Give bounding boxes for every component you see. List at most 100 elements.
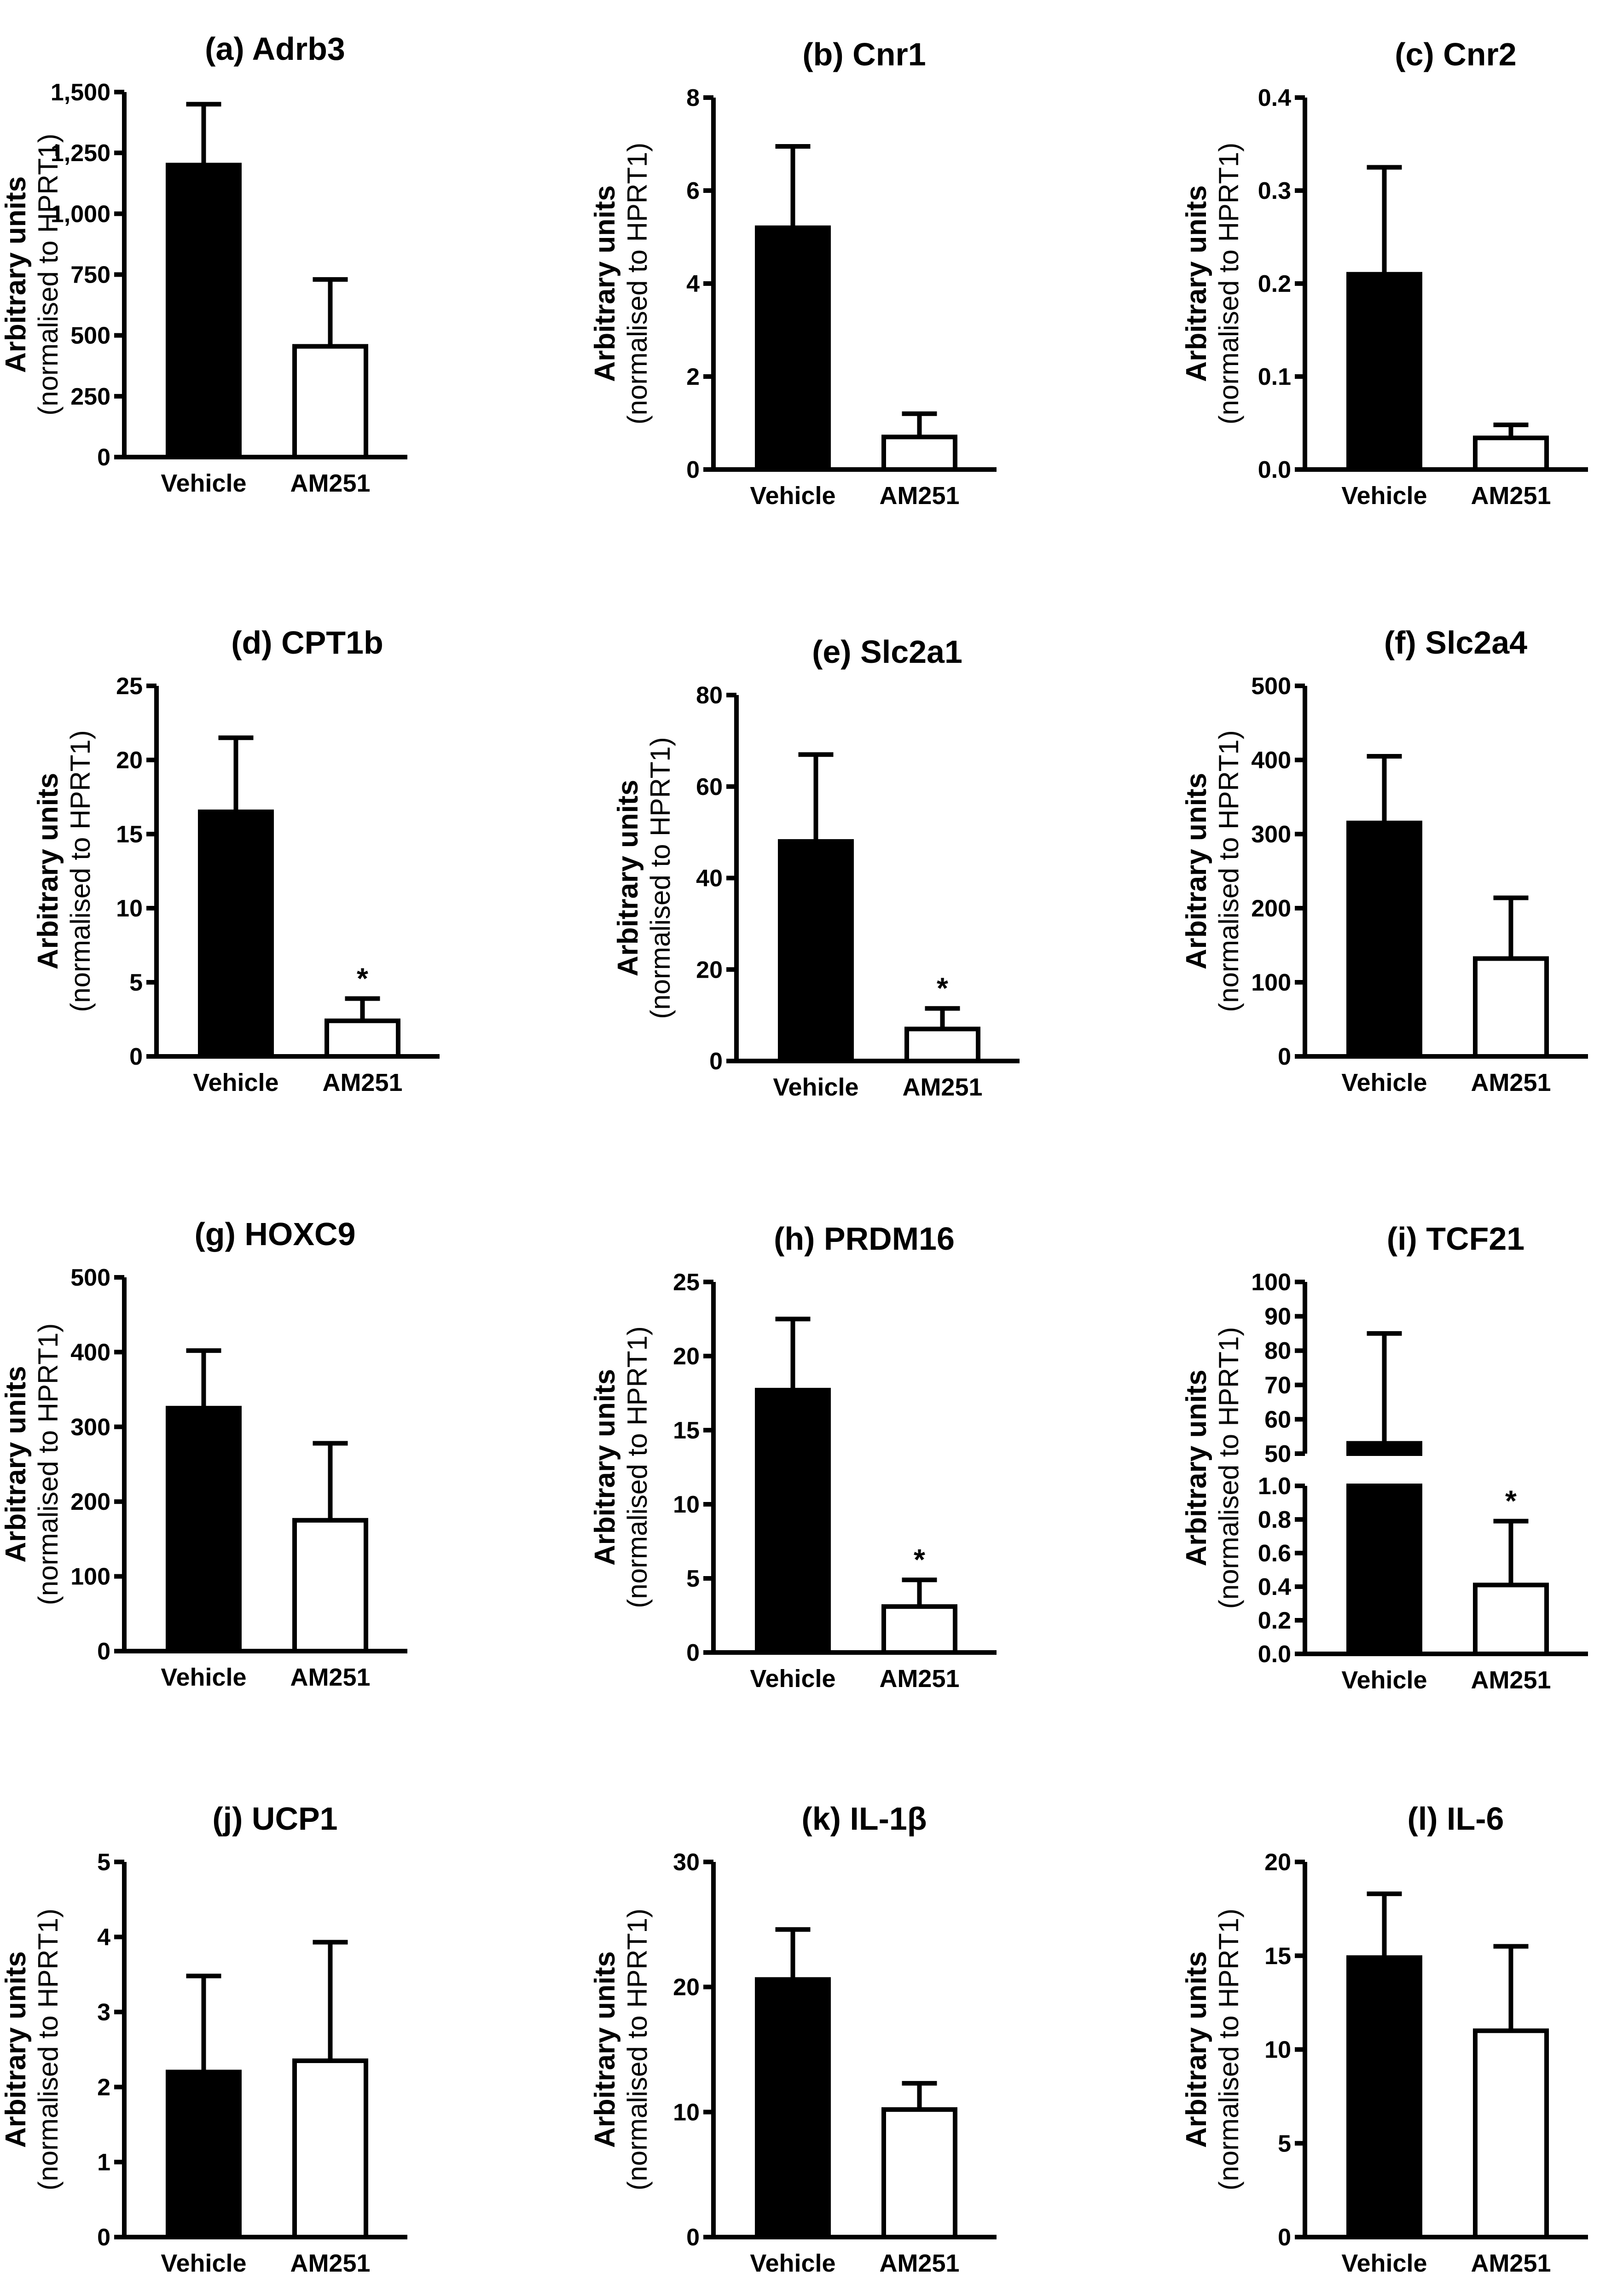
x-label-vehicle: Vehicle	[161, 470, 246, 497]
y-axis-label: Arbitrary units	[1181, 185, 1212, 382]
y-tick-label: 500	[1251, 673, 1291, 700]
y-tick-label: 0	[686, 457, 700, 483]
y-tick-label: 2	[97, 2074, 110, 2101]
y-tick-label: 8	[686, 85, 700, 111]
bar-am251	[881, 1604, 957, 1655]
y-tick-label: 3	[97, 1999, 110, 2026]
y-axis-label: Arbitrary units	[0, 1951, 32, 2148]
y-tick-label: 0.1	[1258, 364, 1291, 390]
y-tick-label: 60	[1264, 1406, 1291, 1433]
bar-vehicle	[778, 839, 854, 1063]
y-tick-label: 400	[1251, 747, 1291, 774]
y-tick-label: 20	[673, 1974, 700, 2001]
bar-am251	[1473, 1583, 1549, 1657]
x-label-am251: AM251	[1471, 1666, 1551, 1694]
panel-j: (j) UCP1 Arbitrary units (normalised to HP…	[0, 1801, 407, 2277]
panel-g: (g) HOXC9 Arbitrary units (normalised to H…	[0, 1216, 407, 1691]
significance-marker: *	[357, 962, 368, 995]
y-tick-label: 500	[70, 1264, 110, 1291]
bar-am251	[881, 2107, 957, 2239]
bar-vehicle	[1346, 1484, 1422, 1656]
panel-i: (i) TCF21 Arbitrary units (normalised to H…	[1181, 1221, 1588, 1694]
y-tick-label: 2	[686, 364, 700, 390]
x-label-am251: AM251	[879, 482, 959, 510]
y-tick-label: 1.0	[1258, 1473, 1291, 1500]
x-label-vehicle: Vehicle	[161, 2250, 246, 2277]
y-tick-label: 100	[70, 1564, 110, 1590]
y-tick-label: 0.2	[1258, 1607, 1291, 1634]
y-tick-label: 0	[97, 2224, 110, 2251]
y-tick-label: 20	[1264, 1849, 1291, 1876]
x-label-am251: AM251	[879, 1665, 959, 1693]
y-tick-label: 100	[1251, 969, 1291, 996]
y-tick-label: 0	[686, 1640, 700, 1666]
x-label-am251: AM251	[322, 1069, 402, 1096]
bar-am251	[292, 344, 368, 459]
y-tick-label: 5	[686, 1565, 700, 1592]
panel-h: (h) PRDM16 Arbitrary units (normalised to …	[589, 1221, 997, 1693]
bar-vehicle	[198, 809, 274, 1059]
chart-title: (b) Cnr1	[802, 36, 926, 72]
y-tick-label: 4	[97, 1924, 110, 1951]
y-tick-label: 10	[673, 1491, 700, 1518]
y-tick-label: 30	[673, 1849, 700, 1876]
y-tick-label: 0	[1278, 1044, 1291, 1070]
y-axis-label: Arbitrary units	[1181, 1369, 1212, 1566]
y-tick-label: 100	[1251, 1269, 1291, 1296]
y-axis-label: Arbitrary units	[612, 780, 644, 976]
y-tick-label: 5	[97, 1849, 110, 1876]
y-tick-label: 0.2	[1258, 271, 1291, 297]
chart-title: (l) IL-6	[1408, 1801, 1504, 1837]
y-axis-sublabel: (normalised to HPRT1)	[65, 730, 96, 1012]
significance-marker: *	[914, 1543, 925, 1576]
y-axis-sublabel: (normalised to HPRT1)	[1213, 1327, 1244, 1609]
y-tick-label: 0	[686, 2224, 700, 2251]
bar-vehicle	[1346, 1955, 1422, 2240]
y-tick-label: 10	[1264, 2037, 1291, 2064]
y-tick-label: 20	[673, 1343, 700, 1370]
chart-title: (d) CPT1b	[231, 625, 383, 661]
significance-marker: *	[1505, 1484, 1517, 1518]
x-label-vehicle: Vehicle	[750, 482, 835, 510]
bar-vehicle	[166, 162, 242, 460]
y-tick-label: 0.8	[1258, 1507, 1291, 1533]
y-tick-label: 0.6	[1258, 1540, 1291, 1567]
y-tick-label: 0	[129, 1044, 143, 1070]
y-tick-label: 40	[696, 865, 723, 892]
y-tick-label: 25	[673, 1269, 700, 1296]
y-tick-label: 80	[696, 682, 723, 709]
y-tick-label: 5	[1278, 2130, 1291, 2157]
x-label-am251: AM251	[290, 470, 370, 497]
chart-title: (h) PRDM16	[774, 1221, 955, 1257]
y-tick-label: 15	[673, 1417, 700, 1444]
y-tick-label: 0	[97, 444, 110, 471]
significance-marker: *	[937, 972, 948, 1005]
y-tick-label: 15	[116, 821, 143, 848]
y-tick-label: 1,250	[51, 140, 110, 167]
y-axis-sublabel: (normalised to HPRT1)	[1213, 143, 1244, 424]
y-tick-label: 20	[696, 957, 723, 983]
y-tick-label: 0	[97, 1638, 110, 1665]
x-label-vehicle: Vehicle	[773, 1073, 858, 1101]
y-axis-label: Arbitrary units	[589, 185, 621, 382]
y-axis-label: Arbitrary units	[589, 1951, 621, 2148]
y-tick-label: 4	[686, 271, 700, 297]
y-tick-label: 20	[116, 747, 143, 774]
bar-vehicle	[166, 1406, 242, 1653]
y-tick-label: 1,500	[51, 79, 110, 106]
bar-am251	[1473, 435, 1549, 472]
bar-vehicle	[755, 1977, 831, 2240]
panel-c: (c) Cnr2 Arbitrary units (normalised to HP…	[1181, 36, 1588, 510]
y-tick-label: 200	[1251, 895, 1291, 922]
x-label-vehicle: Vehicle	[1341, 1666, 1427, 1694]
panel-a: (a) Adrb3 Arbitrary units (normalised to H…	[0, 31, 407, 497]
x-label-am251: AM251	[879, 2250, 959, 2277]
x-label-am251: AM251	[1471, 2250, 1551, 2277]
y-tick-label: 15	[1264, 1943, 1291, 1970]
y-tick-label: 1,000	[51, 201, 110, 227]
y-tick-label: 500	[70, 323, 110, 349]
bar-am251	[325, 1018, 400, 1059]
panel-f: (f) Slc2a4 Arbitrary units (normalised to …	[1181, 625, 1588, 1096]
panel-d: (d) CPT1b Arbitrary units (normalised to H…	[32, 625, 440, 1096]
y-tick-label: 400	[70, 1339, 110, 1366]
